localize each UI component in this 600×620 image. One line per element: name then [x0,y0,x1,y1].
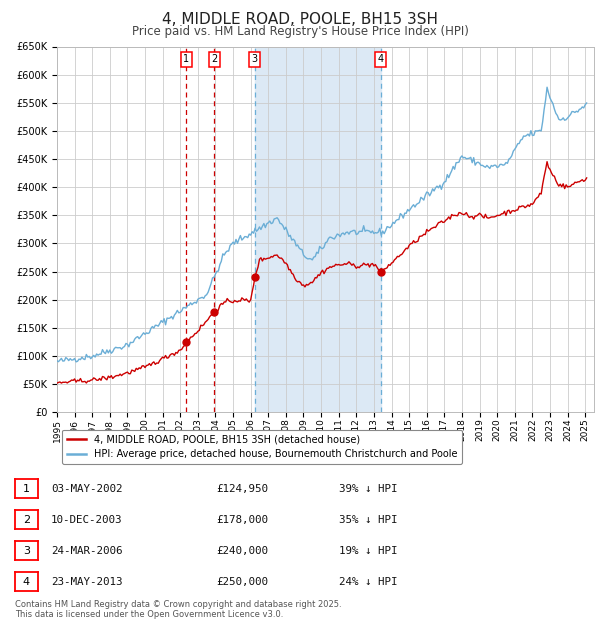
Legend: 4, MIDDLE ROAD, POOLE, BH15 3SH (detached house), HPI: Average price, detached h: 4, MIDDLE ROAD, POOLE, BH15 3SH (detache… [62,430,463,464]
Text: 4: 4 [23,577,30,587]
Text: 24% ↓ HPI: 24% ↓ HPI [339,577,397,587]
Text: 10-DEC-2003: 10-DEC-2003 [51,515,122,525]
Text: Contains HM Land Registry data © Crown copyright and database right 2025.
This d: Contains HM Land Registry data © Crown c… [15,600,341,619]
Text: 24-MAR-2006: 24-MAR-2006 [51,546,122,556]
Text: 35% ↓ HPI: 35% ↓ HPI [339,515,397,525]
Text: 2: 2 [211,55,218,64]
Text: £250,000: £250,000 [216,577,268,587]
Text: £240,000: £240,000 [216,546,268,556]
Text: 1: 1 [23,484,30,494]
Text: 4: 4 [378,55,384,64]
Text: Price paid vs. HM Land Registry's House Price Index (HPI): Price paid vs. HM Land Registry's House … [131,25,469,38]
Text: 2: 2 [23,515,30,525]
Text: 19% ↓ HPI: 19% ↓ HPI [339,546,397,556]
Text: 3: 3 [251,55,258,64]
Text: £178,000: £178,000 [216,515,268,525]
Text: 03-MAY-2002: 03-MAY-2002 [51,484,122,494]
Text: 3: 3 [23,546,30,556]
Text: £124,950: £124,950 [216,484,268,494]
Bar [255,46,381,412]
Text: 1: 1 [183,55,189,64]
Text: 39% ↓ HPI: 39% ↓ HPI [339,484,397,494]
Text: 4, MIDDLE ROAD, POOLE, BH15 3SH: 4, MIDDLE ROAD, POOLE, BH15 3SH [162,12,438,27]
Text: 23-MAY-2013: 23-MAY-2013 [51,577,122,587]
